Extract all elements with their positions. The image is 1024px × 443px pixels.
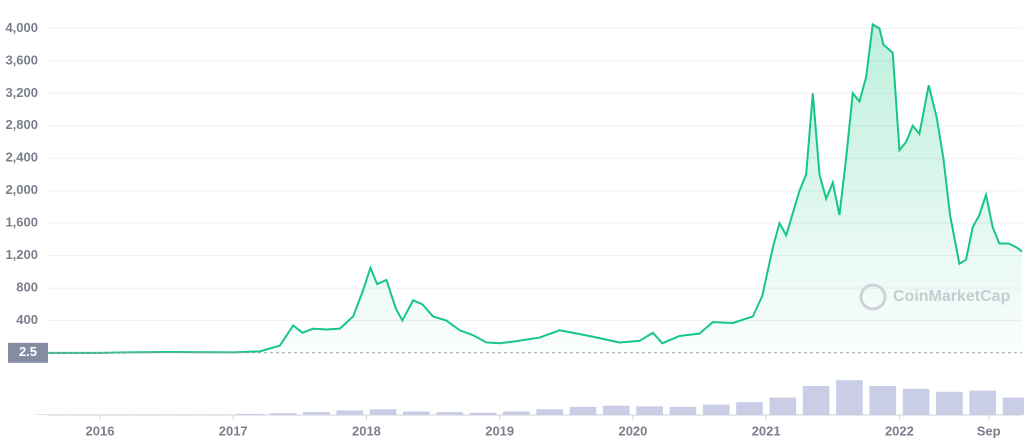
volume-bar: [203, 414, 230, 415]
y-tick-label: 2,400: [5, 150, 38, 165]
x-tick-label: 2019: [485, 423, 514, 438]
y-tick-label: 3,200: [5, 85, 38, 100]
volume-bar: [303, 412, 330, 415]
volume-bar: [103, 414, 130, 415]
volume-bar: [702, 404, 730, 415]
x-tick-label: 2021: [752, 423, 781, 438]
marker-label: 2.5: [19, 344, 37, 359]
volume-bar: [769, 397, 797, 415]
x-tick-label: 2017: [219, 423, 248, 438]
volume-bar: [1002, 397, 1024, 415]
marker-badge: [8, 342, 48, 363]
y-tick-label: 1,600: [5, 215, 38, 230]
volume-bar: [236, 413, 264, 415]
watermark-text: CoinMarketCap: [893, 288, 1011, 305]
volume-bar: [403, 411, 430, 415]
volume-bar: [269, 413, 297, 415]
y-tick-label: 3,600: [5, 52, 38, 67]
watermark-logo: [859, 283, 887, 311]
volume-bar: [936, 391, 963, 415]
volume-bar: [36, 414, 64, 415]
volume-bar: [536, 409, 563, 415]
volume-bar: [636, 406, 663, 415]
volume-bar: [802, 386, 830, 415]
x-tick-label: Sep: [977, 423, 1001, 438]
volume-bar: [469, 412, 497, 415]
watermark: CoinMarketCap: [859, 283, 1011, 311]
volume-bar: [902, 388, 930, 415]
x-tick-label: 2022: [885, 423, 914, 438]
y-tick-label: 1,200: [5, 247, 38, 262]
volume-bar: [503, 411, 530, 415]
volume-bar: [869, 386, 897, 415]
x-tick-label: 2020: [618, 423, 647, 438]
price-line: [48, 22, 1023, 354]
volume-bar: [969, 390, 997, 415]
volume-bar: [136, 414, 164, 415]
volume-bar: [336, 410, 364, 415]
x-tick-label: 2016: [86, 423, 115, 438]
volume-bar: [369, 409, 397, 415]
y-tick-label: 4,000: [5, 20, 38, 35]
volume-bar: [169, 414, 197, 415]
y-tick-label: 2,000: [5, 182, 38, 197]
y-tick-label: 800: [16, 280, 38, 295]
volume-bar: [602, 405, 630, 415]
x-tick-label: 2018: [352, 423, 381, 438]
volume-bar: [436, 412, 464, 415]
volume-bar: [736, 402, 763, 415]
price-area: [48, 24, 1022, 354]
volume-bar: [569, 406, 597, 415]
y-tick-label: 400: [16, 312, 38, 327]
y-tick-label: 2,800: [5, 117, 38, 132]
volume-bar: [69, 414, 97, 415]
volume-bar: [836, 380, 863, 415]
volume-bar: [669, 406, 697, 415]
